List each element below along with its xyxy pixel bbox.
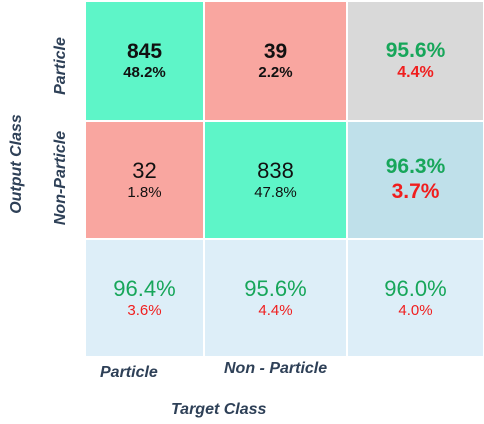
cell-percent: 47.8% xyxy=(254,183,297,201)
cell-percent: 2.2% xyxy=(258,64,293,82)
matrix-cell-r0-c2: 95.6% 4.4% xyxy=(348,2,483,120)
cell-count: 39 xyxy=(263,39,288,63)
matrix-cell-r1-c2: 96.3% 3.7% xyxy=(348,122,483,238)
cell-percent: 48.2% xyxy=(123,64,166,82)
matrix-cell-r1-c0: 32 1.8% xyxy=(86,122,203,238)
y-axis-title: Output Class xyxy=(8,114,117,214)
row-label-particle: Particle xyxy=(52,37,119,95)
cell-error-rate: 4.4% xyxy=(397,64,434,82)
cell-correct-rate: 95.6% xyxy=(385,39,446,63)
cell-percent: 1.8% xyxy=(127,183,162,201)
matrix-cell-r2-c2: 96.0% 4.0% xyxy=(348,240,483,356)
matrix-cell-r0-c0: 845 48.2% xyxy=(86,2,203,120)
row-label-particle-text: Particle xyxy=(52,37,69,95)
x-axis-title: Target Class xyxy=(171,401,267,418)
cell-correct-rate: 96.3% xyxy=(385,155,446,179)
cell-correct-rate: 96.0% xyxy=(384,276,447,302)
cell-count: 32 xyxy=(132,158,157,184)
cell-correct-rate: 95.6% xyxy=(244,276,307,302)
cell-error-rate: 4.0% xyxy=(398,301,433,319)
cell-error-rate: 3.7% xyxy=(391,180,440,204)
col-label-particle: Particle xyxy=(100,364,158,381)
matrix-cell-r2-c0: 96.4% 3.6% xyxy=(86,240,203,356)
cell-count: 838 xyxy=(257,158,294,184)
cell-count: 845 xyxy=(126,39,163,63)
matrix-cell-r2-c1: 95.6% 4.4% xyxy=(205,240,346,356)
matrix-cell-r0-c1: 39 2.2% xyxy=(205,2,346,120)
y-axis-title-text: Output Class xyxy=(8,114,25,214)
col-label-non-particle: Non - Particle xyxy=(224,360,328,377)
cell-error-rate: 4.4% xyxy=(258,301,293,319)
matrix-cell-r1-c1: 838 47.8% xyxy=(205,122,346,238)
cell-error-rate: 3.6% xyxy=(127,301,162,319)
cell-correct-rate: 96.4% xyxy=(113,276,176,302)
